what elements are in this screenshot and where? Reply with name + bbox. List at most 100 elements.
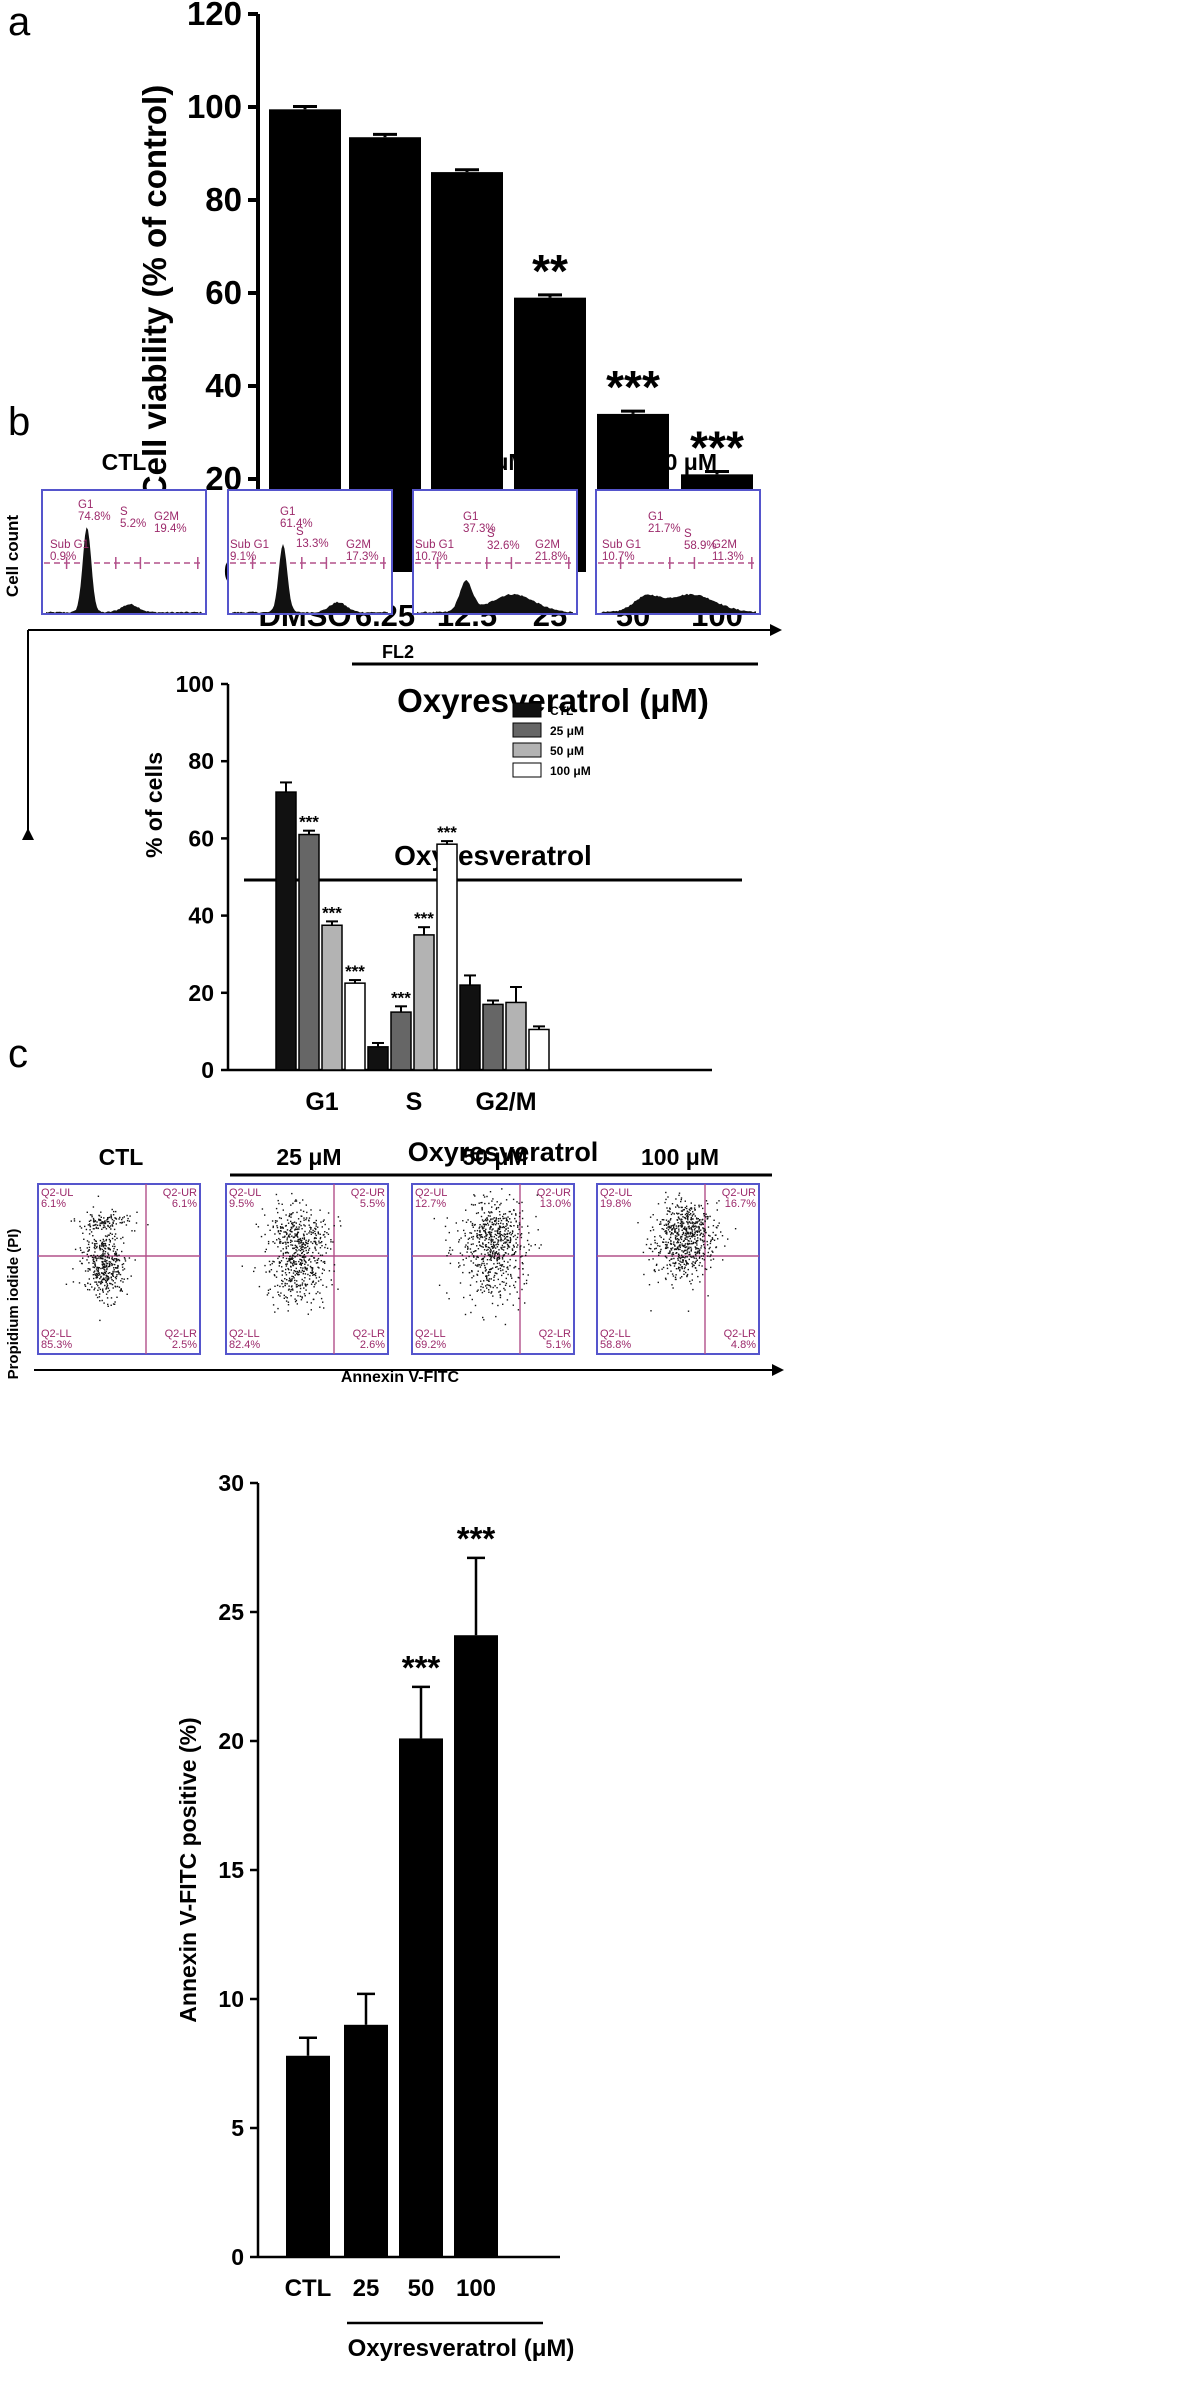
scatter-dot: [98, 1267, 100, 1269]
scatter-dot: [496, 1230, 498, 1233]
scatter-dot: [483, 1264, 486, 1267]
scatter-dot: [689, 1207, 692, 1209]
scatter-dot: [682, 1251, 685, 1253]
scatter-dot: [684, 1257, 686, 1259]
scatter-dot: [711, 1250, 713, 1252]
scatter-dot: [677, 1234, 679, 1236]
scatter-dot: [654, 1248, 656, 1250]
scatter-dot: [319, 1247, 322, 1249]
scatter-dot: [655, 1264, 658, 1266]
scatter-dot: [314, 1227, 316, 1230]
scatter-dot: [315, 1234, 317, 1237]
scatter-dot: [486, 1275, 488, 1277]
scatter-dot: [661, 1219, 664, 1221]
panel-b-bar: [298, 833, 320, 1071]
scatter-dot: [499, 1214, 501, 1216]
scatter-dot: [118, 1286, 121, 1288]
scatter-dot: [82, 1257, 84, 1259]
scatter-dot: [665, 1224, 668, 1226]
scatter-dot: [514, 1286, 516, 1289]
scatter-dot: [272, 1241, 274, 1243]
panel-c-bar-x-tick-label: 50: [408, 2275, 435, 2302]
scatter-dot: [93, 1228, 95, 1230]
scatter-dot: [311, 1267, 314, 1269]
scatter-dot: [493, 1223, 495, 1225]
panel-a-y-tick-label: 100: [187, 88, 242, 125]
scatter-dot: [122, 1217, 124, 1219]
scatter-dot: [131, 1230, 133, 1232]
scatter-dot: [301, 1251, 304, 1254]
scatter-dot: [110, 1283, 112, 1285]
scatter-dot: [681, 1213, 683, 1216]
scatter-dot: [659, 1223, 661, 1225]
scatter-dot: [91, 1286, 93, 1288]
scatter-dot: [123, 1278, 125, 1280]
scatter-dot: [292, 1254, 294, 1256]
scatter-dot: [101, 1248, 104, 1251]
scatter-dot: [114, 1252, 116, 1255]
scatter-dot: [74, 1248, 77, 1251]
scatter-dot: [126, 1293, 128, 1295]
scatter-dot: [490, 1231, 493, 1234]
scatter-dot: [512, 1253, 514, 1256]
scatter-dot: [687, 1240, 689, 1242]
scatter-dot: [498, 1252, 500, 1254]
scatter-dot: [280, 1217, 282, 1220]
scatter-dot: [691, 1221, 694, 1223]
panel-b-g1-annotation: G1 21.7%: [648, 511, 681, 535]
scatter-dot: [86, 1259, 88, 1261]
scatter-dot: [308, 1259, 310, 1261]
scatter-dot: [499, 1235, 501, 1238]
scatter-dot: [658, 1269, 660, 1271]
scatter-dot: [277, 1230, 280, 1232]
scatter-dot: [690, 1240, 693, 1242]
scatter-dot: [307, 1313, 309, 1315]
scatter-dot: [502, 1303, 504, 1305]
scatter-dot: [668, 1221, 671, 1223]
scatter-dot: [294, 1256, 296, 1258]
scatter-dot: [301, 1215, 303, 1217]
scatter-dot: [495, 1234, 498, 1236]
scatter-dot: [715, 1234, 717, 1236]
scatter-dot: [677, 1217, 680, 1219]
scatter-dot: [128, 1257, 131, 1259]
panel-b-histogram-frame: [41, 489, 207, 615]
scatter-dot: [698, 1227, 700, 1229]
scatter-dot: [521, 1262, 523, 1264]
scatter-dot: [102, 1272, 104, 1275]
scatter-dot: [680, 1206, 682, 1209]
scatter-dot: [508, 1210, 510, 1213]
scatter-dot: [497, 1229, 499, 1231]
scatter-dot: [704, 1228, 706, 1230]
scatter-dot: [526, 1239, 529, 1242]
scatter-dot: [300, 1271, 302, 1273]
scatter-dot: [109, 1225, 112, 1227]
scatter-dot: [93, 1256, 95, 1259]
panel-b-g1-annotation: G1 37.3%: [463, 511, 496, 535]
scatter-dot: [286, 1237, 288, 1239]
scatter-dot: [317, 1231, 319, 1234]
scatter-dot: [88, 1246, 91, 1249]
scatter-dot: [696, 1218, 698, 1220]
scatter-dot: [674, 1228, 676, 1230]
scatter-dot: [103, 1240, 105, 1242]
scatter-dot: [299, 1258, 301, 1261]
panel-c-bar-y-tick-label: 10: [218, 1986, 244, 2012]
scatter-dot: [484, 1253, 486, 1256]
scatter-dot: [479, 1231, 481, 1233]
scatter-dot: [514, 1252, 516, 1254]
scatter-dot: [674, 1237, 677, 1239]
panel-b-bar-x-tick-label: S: [406, 1088, 423, 1116]
panel-b-significance: ***: [414, 909, 434, 928]
scatter-dot: [288, 1272, 291, 1274]
scatter-dot: [300, 1255, 302, 1257]
scatter-dot: [671, 1284, 673, 1286]
scatter-dot: [288, 1236, 291, 1238]
scatter-dot: [687, 1221, 689, 1224]
scatter-dot: [495, 1224, 497, 1226]
scatter-dot: [103, 1221, 106, 1223]
scatter-dot: [469, 1232, 471, 1234]
scatter-dot: [99, 1249, 101, 1251]
scatter-dot: [684, 1226, 686, 1228]
scatter-dot: [485, 1269, 487, 1271]
